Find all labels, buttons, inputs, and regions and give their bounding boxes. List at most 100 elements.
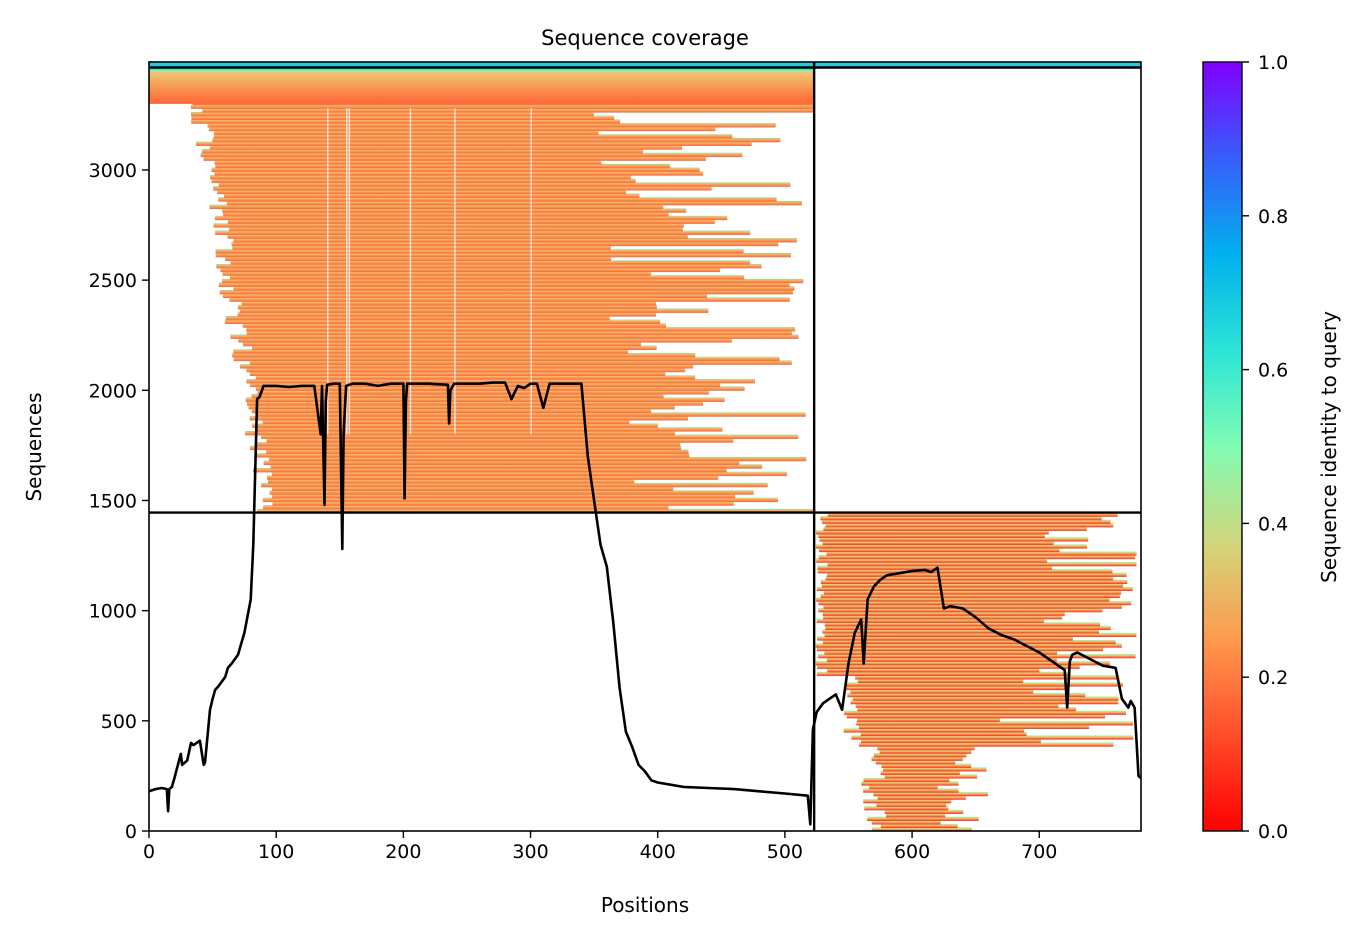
coverage-band	[255, 375, 696, 380]
coverage-band	[195, 141, 752, 147]
coverage-band	[881, 763, 972, 768]
coverage-band	[818, 533, 1045, 538]
coverage-line	[149, 381, 1141, 826]
coverage-band	[818, 654, 1136, 659]
coverage-band	[227, 219, 715, 224]
coverage-band	[255, 442, 681, 447]
coverage-band	[213, 223, 684, 228]
coverage-band	[858, 724, 1090, 730]
coverage-band	[816, 618, 1044, 623]
colorbar-tick-label: 0.0	[1258, 821, 1288, 843]
coverage-band	[877, 795, 966, 800]
coverage-band	[217, 189, 627, 195]
gap-streak	[327, 108, 329, 435]
coverage-band	[876, 802, 947, 807]
coverage-band	[202, 149, 644, 154]
coverage-band	[224, 319, 661, 325]
coverage-band	[214, 130, 599, 135]
coverage-band	[267, 475, 719, 480]
coverage-band	[252, 468, 727, 473]
coverage-line-layer	[149, 381, 1141, 826]
coverage-band	[823, 615, 1063, 620]
coverage-band	[271, 486, 674, 491]
coverage-band	[191, 119, 621, 124]
coverage-band	[882, 767, 987, 772]
colorbar: 0.0 0.2 0.4 0.6 0.8 1.0 Sequence identity to …	[1202, 52, 1341, 843]
coverage-band	[816, 597, 1110, 602]
coverage-band	[826, 572, 1127, 577]
x-tick-label: 500	[767, 841, 803, 863]
colorbar-tick-label: 0.8	[1258, 206, 1288, 228]
coverage-band	[821, 519, 1111, 524]
coverage-band	[816, 558, 1048, 563]
coverage-band	[873, 792, 989, 797]
coverage-band	[827, 562, 1137, 567]
coverage-band	[221, 278, 804, 284]
coverage-band	[246, 367, 686, 373]
coverage-band	[270, 464, 763, 469]
coverage-band	[855, 675, 1120, 680]
plot-area	[149, 62, 1141, 831]
coverage-band	[214, 160, 602, 165]
coverage-band	[233, 356, 780, 362]
coverage-band	[826, 657, 1057, 662]
coverage-band	[245, 397, 725, 402]
gap-streak	[409, 108, 412, 435]
coverage-band	[216, 264, 762, 269]
x-tick-label: 600	[894, 841, 930, 863]
coverage-band	[267, 479, 635, 484]
coverage-band	[824, 632, 1137, 638]
coverage-band	[843, 728, 1024, 733]
coverage-band	[233, 349, 629, 354]
coverage-band	[818, 608, 1103, 613]
coverage-band	[844, 710, 1126, 715]
coverage-band	[230, 334, 799, 339]
coverage-band	[237, 304, 657, 310]
y-tick-label: 2000	[89, 380, 137, 402]
coverage-band	[149, 67, 815, 104]
coverage-band	[822, 629, 1100, 634]
coverage-band	[238, 338, 732, 343]
plot-frame	[148, 61, 1142, 832]
coverage-band	[215, 163, 671, 169]
coverage-band	[261, 482, 768, 488]
coverage-band	[815, 530, 1049, 535]
coverage-band	[864, 806, 949, 811]
coverage-band	[248, 405, 675, 410]
coverage-band	[819, 537, 1089, 542]
coverage-band	[824, 650, 1058, 655]
gap-streak	[454, 108, 456, 435]
coverage-band	[816, 647, 1104, 652]
coverage-band	[213, 134, 733, 139]
coverage-band	[818, 601, 1132, 606]
coverage-band	[820, 593, 1120, 599]
y-tick-label: 1500	[89, 490, 137, 512]
coverage-band	[210, 175, 632, 180]
coverage-band	[261, 434, 799, 440]
coverage-band	[818, 555, 1135, 560]
coverage-band	[263, 460, 740, 465]
coverage-band	[859, 742, 1114, 747]
coverage-band	[262, 419, 630, 425]
coverage-band	[227, 234, 688, 239]
coverage-band	[257, 390, 709, 395]
coverage-band	[249, 416, 688, 421]
coverage-band	[857, 717, 1000, 722]
coverage-band	[200, 152, 743, 158]
coverage-band	[863, 788, 959, 793]
coverage-band	[271, 494, 736, 499]
y-tick-label: 3000	[89, 160, 137, 182]
coverage-band	[255, 386, 745, 391]
coverage-band	[229, 297, 790, 302]
coverage-band	[237, 312, 657, 317]
coverage-band	[190, 104, 815, 109]
coverage-band	[218, 197, 777, 202]
coverage-band	[856, 721, 1134, 726]
coverage-band	[211, 178, 636, 184]
coverage-band	[249, 371, 666, 376]
coverage-band	[871, 756, 963, 761]
coverage-band	[877, 746, 975, 751]
coverage-band	[202, 108, 815, 113]
coverage-band	[191, 115, 615, 121]
